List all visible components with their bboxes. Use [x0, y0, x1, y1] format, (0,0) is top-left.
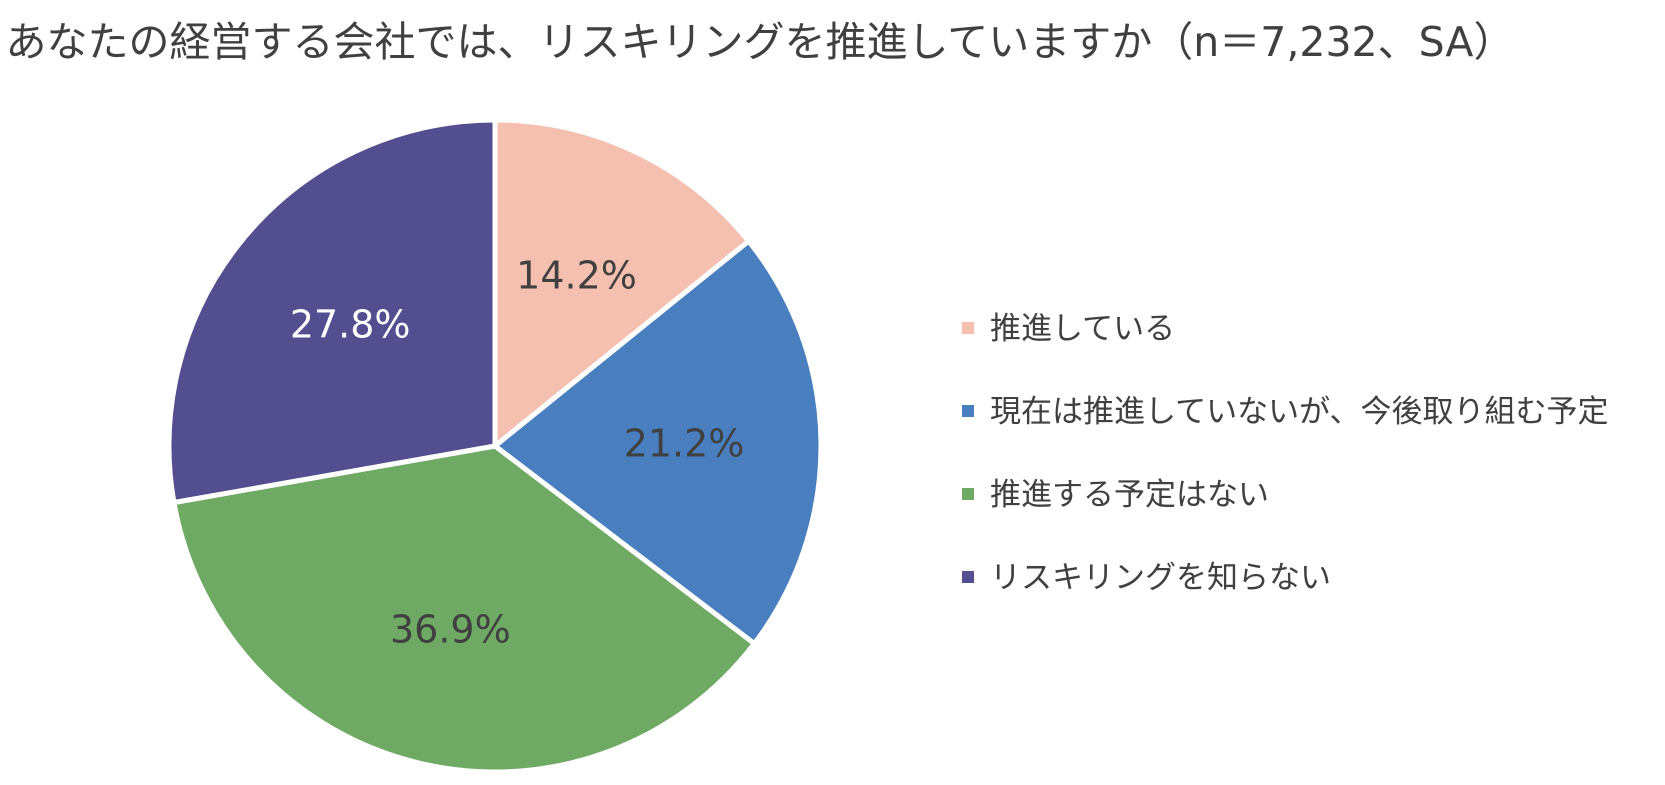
chart-title: あなたの経営する会社では、リスキリングを推進していますか（n＝7,232、SA）	[5, 18, 1515, 66]
pie-slice-promoting	[492, 117, 752, 449]
legend-label: 現在は推進していないが、今後取り組む予定	[990, 394, 1609, 430]
legend-swatch	[962, 571, 974, 583]
legend-label: 推進している	[990, 311, 1176, 347]
legend-label: リスキリングを知らない	[990, 560, 1331, 596]
pie-slice-planning	[492, 238, 824, 647]
legend-label: 推進する予定はない	[990, 477, 1269, 513]
data-label: 14.2%	[516, 253, 637, 297]
legend-swatch	[962, 488, 974, 500]
data-label: 27.8%	[290, 302, 411, 346]
pie-slice-unaware	[166, 117, 498, 505]
legend-swatch	[962, 405, 974, 417]
data-label: 21.2%	[624, 421, 745, 465]
pie-slice-no-plan	[171, 443, 757, 775]
data-label: 36.9%	[390, 608, 511, 652]
legend-swatch	[962, 322, 974, 334]
